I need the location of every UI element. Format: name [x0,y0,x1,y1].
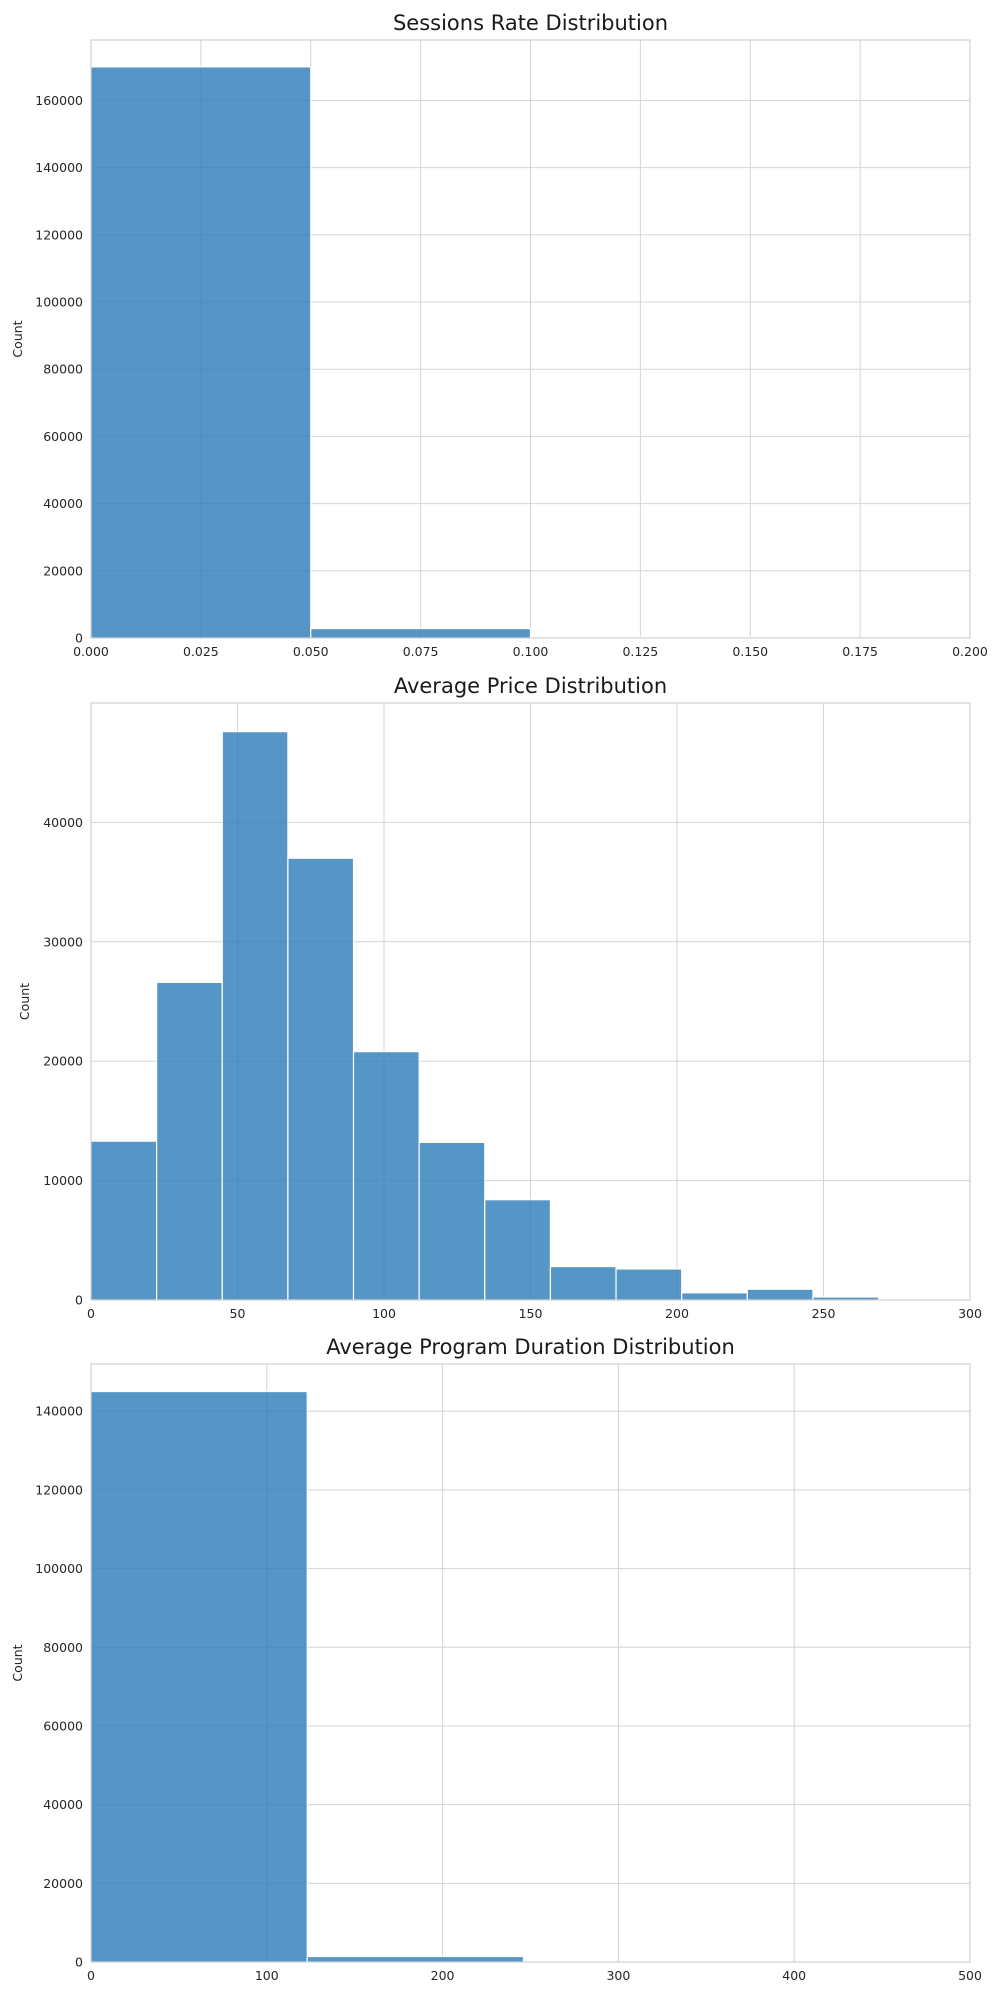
y-tick-label: 60000 [43,429,83,444]
histogram-bar [681,1292,748,1301]
y-tick-label: 0 [75,1955,83,1970]
x-tick-label: 100 [255,1968,279,1983]
y-tick-label: 140000 [35,160,83,175]
x-tick-label: 0.150 [732,644,768,659]
chart-panel-3: 0 100 200 300 400 500 0 20000 40000 60000 80000 100… [10,1335,982,1983]
y-tick-label: 60000 [43,1718,83,1733]
y-tick-label: 140000 [35,1404,83,1419]
x-tick-label: 0.075 [403,644,439,659]
histogram-bar [310,627,532,639]
y-axis-label: Count [10,320,25,357]
y-axis-label: Count [10,1644,25,1681]
x-tick-label: 150 [519,1306,543,1321]
chart-title: Average Price Distribution [394,674,667,698]
x-tick-label: 500 [958,1968,982,1983]
histogram-bar [156,981,223,1301]
y-axis-label: Count [17,983,32,1020]
plot-frame [90,1363,971,1963]
y-tick-label: 120000 [35,1482,83,1497]
x-tick-label: 200 [665,1306,689,1321]
y-tick-label: 0 [75,631,83,646]
x-tick-label: 400 [782,1968,806,1983]
x-tick-label: 0.175 [842,644,878,659]
y-tick-label: 100000 [35,295,83,310]
histogram-bar [221,731,289,1301]
x-tick-label: 250 [812,1306,836,1321]
x-tick-label: 0 [87,1968,95,1983]
histogram-bar [90,1390,308,1963]
histogram-bar [549,1265,617,1301]
x-tick-label: 0.100 [513,644,549,659]
y-tick-label: 0 [75,1293,83,1308]
histogram-bar [306,1955,525,1963]
chart-panel-1: 0.000 0.025 0.050 0.075 0.100 0.125 0.150 0.175… [10,11,988,659]
x-tick-label: 50 [230,1306,246,1321]
y-tick-label: 20000 [43,1876,83,1891]
chart-title: Sessions Rate Distribution [393,11,668,35]
y-tick-label: 80000 [43,1640,83,1655]
y-tick-label: 160000 [35,93,83,108]
y-tick-label: 100000 [35,1561,83,1576]
histogram-bar [615,1268,683,1301]
y-tick-label: 30000 [43,934,83,949]
x-tick-label: 100 [372,1306,396,1321]
plot-frame [90,702,971,1301]
y-tick-label: 40000 [43,1797,83,1812]
x-tick-label: 200 [431,1968,455,1983]
y-tick-label: 40000 [43,496,83,511]
histogram-bar [484,1199,552,1301]
histogram-bar [746,1288,814,1301]
histogram-bar [90,66,312,639]
bars [90,1390,525,1963]
y-tick-label: 40000 [43,815,83,830]
y-tick-label: 20000 [43,563,83,578]
chart-title: Average Program Duration Distribution [326,1335,735,1359]
histogram-bar [287,857,355,1301]
x-tick-label: 0.025 [183,644,219,659]
histogram-bar [352,1051,420,1301]
y-tick-label: 10000 [43,1173,83,1188]
histogram-bar [90,1140,158,1301]
plot-frame [90,39,971,639]
y-tick-label: 80000 [43,362,83,377]
y-tick-label: 20000 [43,1054,83,1069]
histogram-bar [418,1141,486,1301]
bars [90,731,880,1301]
bars [90,66,751,639]
x-tick-label: 300 [958,1306,982,1321]
x-tick-label: 0.050 [293,644,329,659]
x-tick-label: 0.125 [622,644,658,659]
x-tick-label: 0.200 [952,644,988,659]
chart-panel-2: 0 50 100 150 200 250 300 0 10000 20000 30000 40000 C… [17,674,982,1321]
x-tick-label: 0 [87,1306,95,1321]
x-tick-label: 0.000 [73,644,109,659]
x-tick-label: 300 [606,1968,630,1983]
y-tick-label: 120000 [35,227,83,242]
